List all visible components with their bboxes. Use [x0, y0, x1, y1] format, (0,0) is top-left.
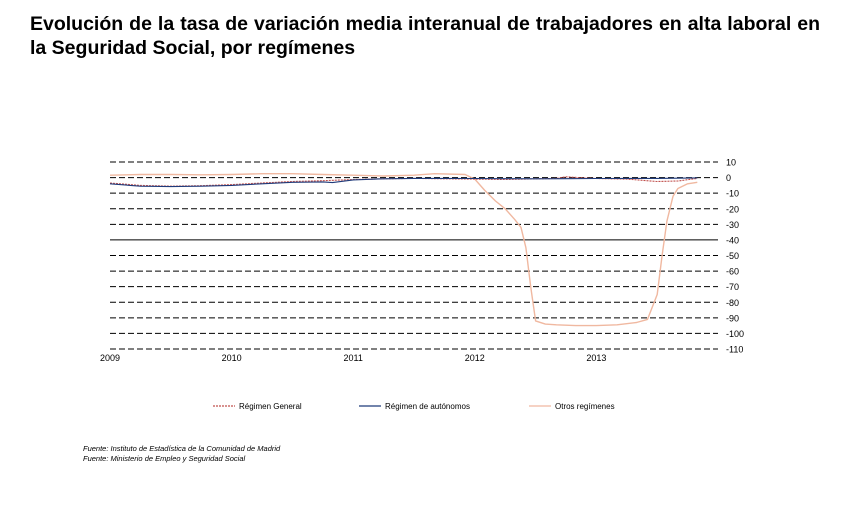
y-tick-label: -60 [726, 267, 739, 277]
source-line-1: Fuente: Instituto de Estadística de la C… [83, 444, 281, 453]
y-axis-ticks: 10 0 -10 -20 -30 -40 -50 -60 -70 -80 -90 -100 -110 [726, 158, 744, 355]
x-axis-ticks: 2009 2010 2011 2012 2013 [100, 353, 606, 363]
series-line-1 [109, 177, 698, 188]
legend-label: Régimen de autónomos [385, 402, 470, 411]
y-tick-label: -90 [726, 313, 739, 323]
x-tick-label: 2009 [100, 353, 120, 363]
series-line-2 [109, 172, 698, 327]
chart-legend: Régimen General Régimen de autónomos Otros… [213, 402, 615, 411]
legend-label: Régimen General [239, 402, 302, 411]
chart-gridlines [110, 161, 718, 350]
y-tick-label: -30 [726, 220, 739, 230]
y-tick-label: -50 [726, 251, 739, 261]
y-tick-label: 10 [726, 158, 736, 168]
x-tick-label: 2010 [222, 353, 242, 363]
page-title: Evolución de la tasa de variación media … [30, 13, 820, 59]
legend-label: Otros regímenes [555, 402, 615, 411]
y-tick-label: -40 [726, 235, 739, 245]
source-line-2: Fuente: Ministerio de Empleo y Seguridad… [83, 454, 246, 463]
x-tick-label: 2011 [344, 353, 363, 363]
x-tick-label: 2013 [586, 353, 606, 363]
x-tick-label: 2012 [465, 353, 485, 363]
sources: Fuente: Instituto de Estadística de la C… [83, 444, 280, 464]
y-tick-label: -20 [726, 204, 739, 214]
y-tick-label: 0 [726, 173, 731, 183]
y-tick-label: -110 [726, 345, 743, 355]
y-tick-label: -70 [726, 282, 739, 292]
y-tick-label: -100 [726, 329, 744, 339]
y-tick-label: -10 [726, 189, 739, 199]
chart-series [109, 172, 698, 327]
y-tick-label: -80 [726, 298, 739, 308]
